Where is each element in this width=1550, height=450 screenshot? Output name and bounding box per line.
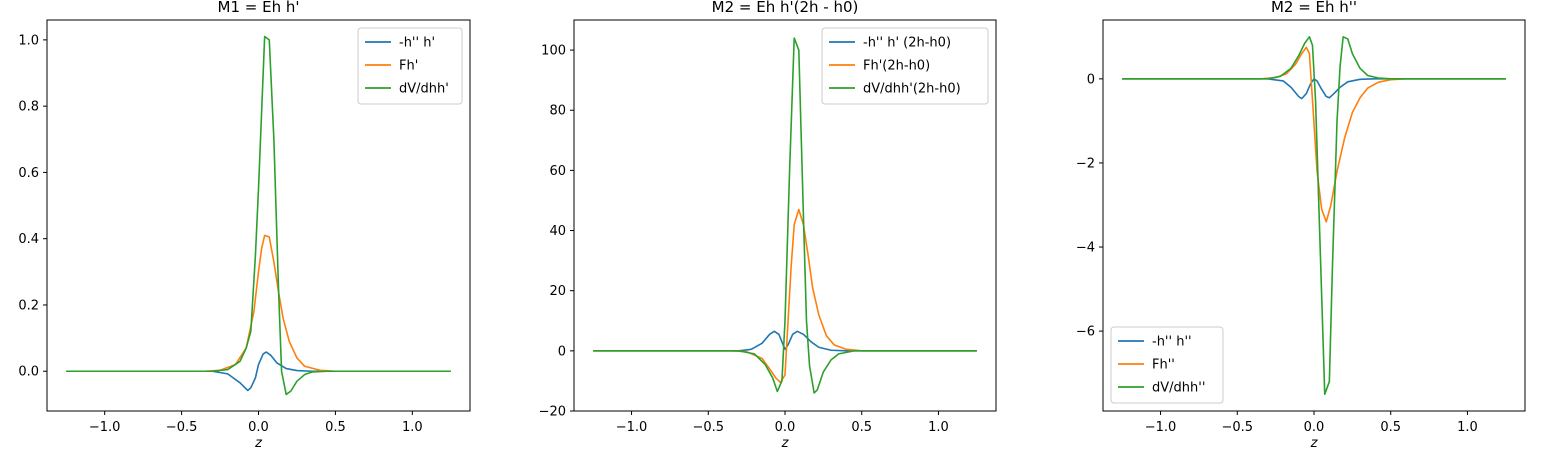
legend-label: Fh'' [1152,358,1175,373]
x-tick-label: 0.5 [851,420,872,435]
x-tick-label: 0.5 [1380,420,1401,435]
legend-label: Fh' [399,59,418,74]
y-tick-label: 0.0 [18,365,39,380]
legend: -h'' h' Fh' dV/dhh' [357,27,463,105]
y-tick-label: 40 [549,224,566,239]
y-tick-label: 1.0 [18,33,39,48]
x-axis-label: z [781,436,790,450]
chart-panel: M2 = Eh h'' −1.0 −0.5 0.0 0.5 1.0 −6 −4 −2 0 z -h''… [1076,0,1526,450]
y-tick-label: 100 [541,44,566,59]
series-line [66,234,451,373]
x-axis-label: z [254,436,263,450]
legend: -h'' h' (2h-h0) Fh'(2h-h0) dV/dhh'(2h-h0) [821,27,989,105]
chart-panel: M1 = Eh h' −1.0 −0.5 0.0 0.5 1.0 0.0 0.2 0.4 0.6 0… [18,0,471,450]
legend-label: dV/dhh'' [1152,381,1205,396]
legend: -h'' h'' Fh'' dV/dhh'' [1110,326,1224,404]
x-tick-label: 0.5 [325,420,346,435]
series-line [593,208,977,384]
legend-label: -h'' h'' [1152,335,1192,350]
legend-box [821,27,989,105]
y-tick-label: −2 [1076,156,1095,171]
x-tick-label: −0.5 [166,420,198,435]
y-tick-label: 60 [549,164,566,179]
x-tick-label: −1.0 [89,420,121,435]
x-tick-label: 1.0 [402,420,423,435]
series-line [593,37,977,394]
series-line [1122,36,1506,395]
y-tick-label: 0 [1087,72,1095,87]
x-tick-label: 0.0 [775,420,796,435]
legend-label: Fh'(2h-h0) [863,59,930,74]
y-tick-label: 0.8 [18,100,39,115]
x-tick-label: 0.0 [1304,420,1325,435]
series-line [66,351,451,392]
y-tick-label: 0.6 [18,166,39,181]
legend-box [357,27,463,105]
x-axis-label: z [1310,436,1319,450]
y-tick-label: 0 [558,344,566,359]
series-line [66,35,451,396]
chart-title: M1 = Eh h' [218,0,300,16]
y-tick-label: −20 [539,405,566,420]
x-tick-label: −1.0 [1145,420,1177,435]
legend-label: -h'' h' (2h-h0) [863,36,951,51]
y-tick-label: 0.2 [18,298,39,313]
y-tick-label: 0.4 [18,232,39,247]
chart-title: M2 = Eh h'(2h - h0) [712,0,859,16]
x-tick-label: −0.5 [692,420,724,435]
chart-title: M2 = Eh h'' [1271,0,1357,16]
legend-label: -h'' h' [399,36,435,51]
chart-panel: M2 = Eh h'(2h - h0) −1.0 −0.5 0.0 0.5 1.0 −20 0… [539,0,997,450]
legend-label: dV/dhh'(2h-h0) [863,82,961,97]
y-tick-label: −4 [1076,241,1095,256]
x-tick-label: −1.0 [616,420,648,435]
x-tick-label: 1.0 [1457,420,1478,435]
series-line [1122,78,1506,100]
y-tick-label: −6 [1076,325,1095,340]
y-tick-label: 80 [549,104,566,119]
x-tick-label: −0.5 [1221,420,1253,435]
legend-box [1110,326,1224,404]
y-tick-label: 20 [549,284,566,299]
legend-label: dV/dhh' [399,82,449,97]
x-tick-label: 0.0 [248,420,269,435]
x-tick-label: 1.0 [928,420,949,435]
